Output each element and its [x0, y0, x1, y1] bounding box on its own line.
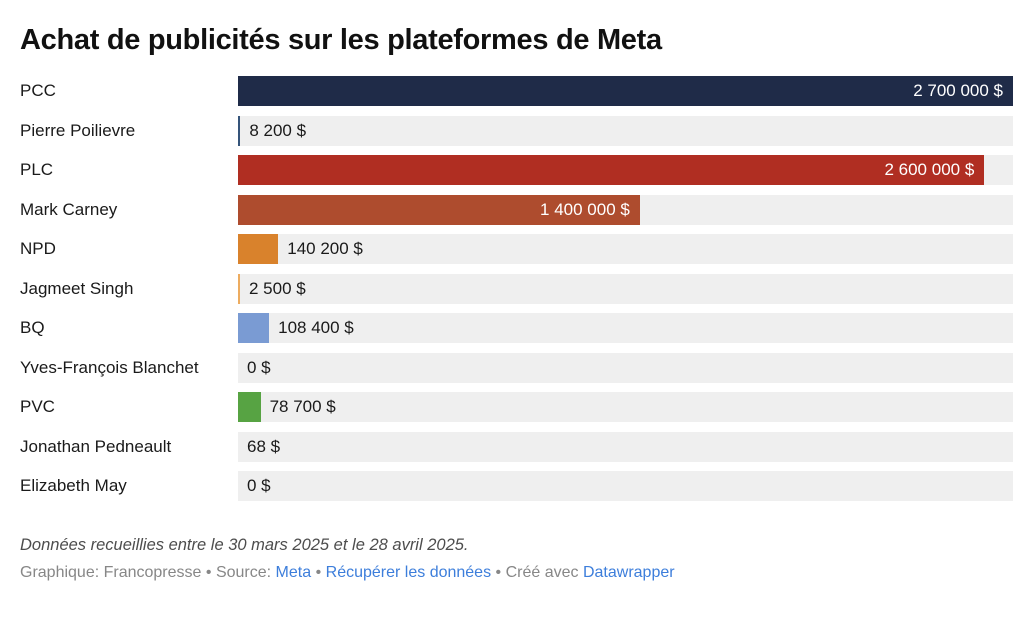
value-label: 2 500 $	[249, 278, 306, 298]
row-label: NPD	[20, 239, 56, 258]
value-label: 140 200 $	[287, 239, 363, 258]
row-label: Jagmeet Singh	[20, 278, 134, 298]
row-label: Mark Carney	[20, 199, 118, 219]
value-label: 2 700 000 $	[913, 81, 1003, 100]
bar[interactable]: 1 400 000 $	[238, 194, 640, 225]
bar-track: 2 600 000 $	[238, 155, 1013, 185]
bar-track: 2 700 000 $	[238, 76, 1013, 106]
value-label: 1 400 000 $	[540, 199, 630, 219]
separator-dot: •	[495, 564, 502, 581]
chart-note: Données recueillies entre le 30 mars 202…	[20, 536, 469, 554]
bar-row: NPD 140 200 $	[20, 234, 1013, 264]
bar-row: Pierre Poilievre 8 200 $	[20, 115, 1013, 146]
source-link[interactable]: Meta	[275, 564, 312, 581]
bar-track: 140 200 $	[238, 234, 1013, 264]
separator-dot: •	[315, 564, 322, 581]
row-label: PCC	[20, 81, 56, 100]
value-label: 8 200 $	[249, 120, 307, 140]
separator-dot: •	[205, 564, 212, 581]
bar-track: 0 $	[238, 471, 1013, 501]
bar[interactable]	[238, 115, 241, 146]
row-label: Jonathan Pedneault	[20, 436, 172, 456]
bar[interactable]	[238, 392, 261, 422]
chart-container: Achat de publicités sur les plateformes …	[0, 22, 1024, 582]
chart-credit: Graphique: Francopresse • Source: Meta •…	[20, 564, 1013, 582]
row-label: Yves-François Blanchet	[20, 357, 199, 377]
chart-title: Achat de publicités sur les plateformes …	[20, 24, 662, 56]
value-label: 0 $	[247, 476, 271, 495]
bar-row: Yves-François Blanchet 0 $	[20, 352, 1013, 383]
bar-row: Jagmeet Singh 2 500 $	[20, 273, 1013, 304]
source-prefix: Source:	[215, 564, 272, 581]
data-download-link[interactable]: Récupérer les données	[325, 564, 492, 581]
value-label: 78 700 $	[269, 397, 336, 416]
value-label: 2 600 000 $	[884, 160, 975, 179]
row-label: Pierre Poilievre	[20, 120, 136, 140]
bar-row: Elizabeth May 0 $	[20, 471, 1013, 501]
bar-row: PVC 78 700 $	[20, 392, 1013, 422]
value-label: 68 $	[247, 436, 281, 456]
bar[interactable]: 2 700 000 $	[238, 76, 1013, 106]
row-label: BQ	[20, 318, 45, 337]
value-label: 0 $	[247, 357, 271, 377]
bar-row: Mark Carney 1 400 000 $	[20, 194, 1013, 225]
bar[interactable]: 2 600 000 $	[238, 155, 985, 185]
bar[interactable]	[238, 313, 270, 343]
bar-track: 1 400 000 $	[238, 194, 1013, 225]
row-label: PLC	[20, 160, 54, 179]
bar-track: 2 500 $	[238, 273, 1013, 304]
bar-track: 8 200 $	[238, 115, 1013, 146]
value-label: 108 400 $	[278, 318, 354, 337]
bar-row: Jonathan Pedneault 68 $	[20, 431, 1013, 462]
bar-chart: PCC 2 700 000 $ Pierre Poilievre 8 200 $…	[20, 76, 1013, 501]
bar-track: 0 $	[238, 352, 1013, 383]
row-label: Elizabeth May	[20, 476, 127, 495]
bar-track: 108 400 $	[238, 313, 1013, 343]
bar-row: BQ 108 400 $	[20, 313, 1013, 343]
bar-track: 68 $	[238, 431, 1013, 462]
bar[interactable]	[238, 234, 279, 264]
bar-track: 78 700 $	[238, 392, 1013, 422]
created-prefix: Créé avec	[505, 564, 579, 581]
bar-row: PCC 2 700 000 $	[20, 76, 1013, 106]
bar-row: PLC 2 600 000 $	[20, 155, 1013, 185]
bar[interactable]	[238, 273, 240, 304]
datawrapper-link[interactable]: Datawrapper	[582, 564, 675, 581]
row-label: PVC	[20, 397, 55, 416]
byline: Graphique: Francopresse	[20, 564, 202, 581]
